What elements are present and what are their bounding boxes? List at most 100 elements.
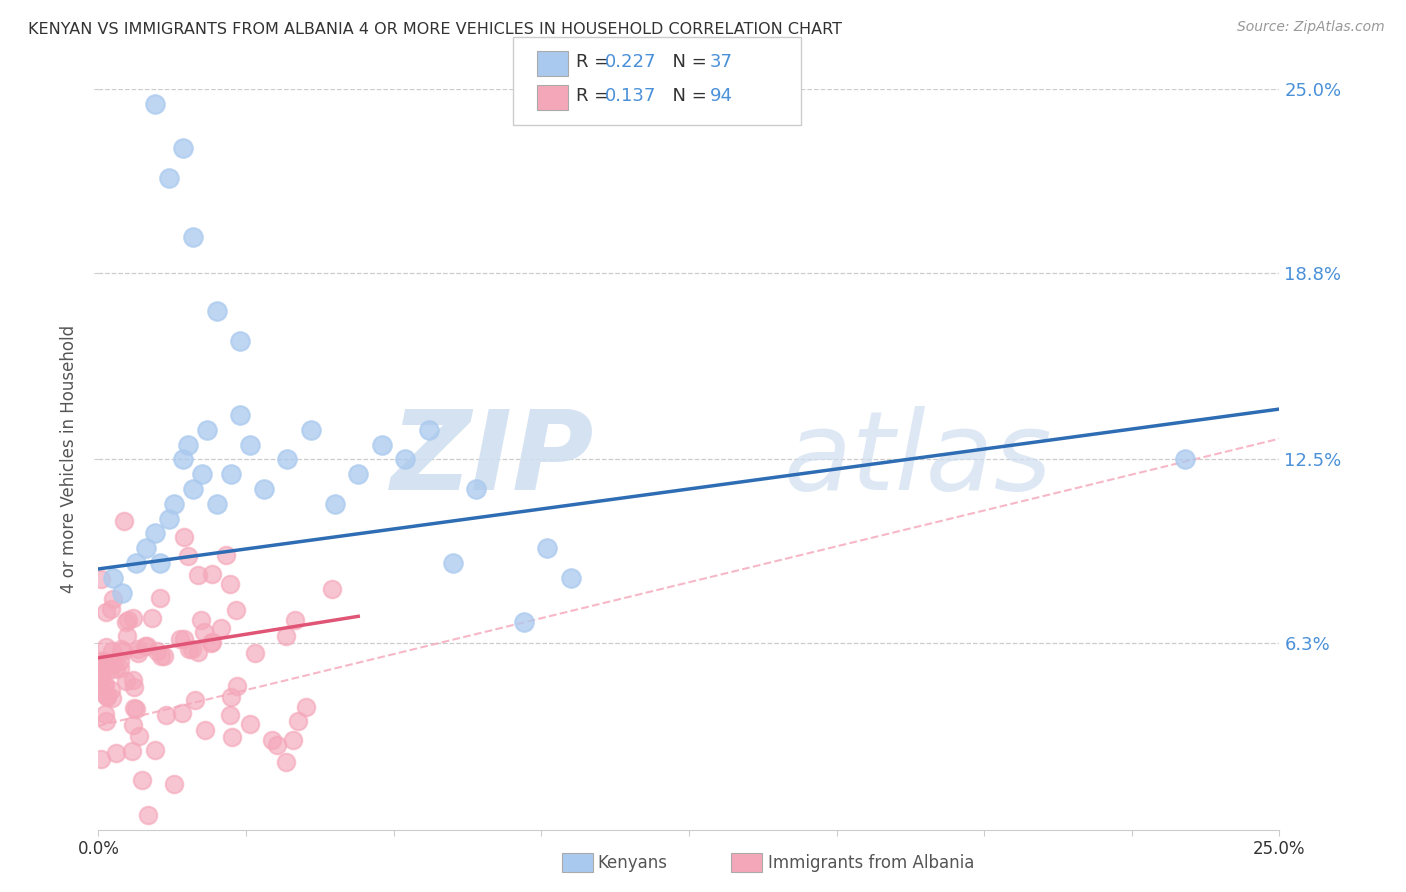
- Point: [294, 700, 316, 714]
- Point: [172, 452, 194, 467]
- Point: [1174, 452, 1197, 467]
- Point: [127, 642, 149, 657]
- Point: [243, 646, 266, 660]
- Point: [209, 621, 232, 635]
- Point: [172, 141, 194, 155]
- Text: Source: ZipAtlas.com: Source: ZipAtlas.com: [1237, 20, 1385, 34]
- Text: Kenyans: Kenyans: [598, 854, 668, 871]
- Point: [91, 664, 114, 678]
- Text: KENYAN VS IMMIGRANTS FROM ALBANIA 4 OR MORE VEHICLES IN HOUSEHOLD CORRELATION CH: KENYAN VS IMMIGRANTS FROM ALBANIA 4 OR M…: [28, 22, 842, 37]
- Point: [281, 732, 304, 747]
- Point: [94, 714, 117, 728]
- Point: [124, 702, 146, 716]
- Point: [90, 751, 112, 765]
- Point: [287, 714, 309, 728]
- Point: [145, 644, 167, 658]
- Point: [181, 482, 204, 496]
- Point: [194, 723, 217, 737]
- Point: [173, 632, 195, 646]
- Point: [122, 673, 145, 687]
- Point: [115, 615, 138, 629]
- Text: atlas: atlas: [783, 406, 1052, 513]
- Point: [190, 613, 212, 627]
- Text: 37: 37: [710, 54, 733, 71]
- Point: [110, 642, 132, 657]
- Point: [110, 661, 132, 675]
- Point: [134, 639, 156, 653]
- Point: [104, 747, 127, 761]
- Point: [127, 646, 149, 660]
- Point: [177, 549, 200, 564]
- Text: 0.137: 0.137: [605, 87, 657, 105]
- Point: [219, 576, 242, 591]
- Point: [101, 644, 124, 658]
- Point: [90, 654, 112, 668]
- Point: [229, 334, 252, 348]
- Point: [153, 648, 176, 663]
- Point: [101, 592, 124, 607]
- Point: [219, 467, 242, 482]
- Point: [94, 655, 117, 669]
- Point: [262, 733, 284, 747]
- Point: [135, 541, 157, 556]
- Point: [221, 731, 243, 745]
- Text: Immigrants from Albania: Immigrants from Albania: [768, 854, 974, 871]
- Text: ZIP: ZIP: [391, 406, 595, 513]
- Point: [90, 669, 112, 683]
- Point: [121, 718, 143, 732]
- Point: [299, 423, 322, 437]
- Y-axis label: 4 or more Vehicles in Household: 4 or more Vehicles in Household: [60, 326, 79, 593]
- Point: [90, 572, 112, 586]
- Point: [141, 611, 163, 625]
- Point: [143, 526, 166, 541]
- Point: [105, 662, 128, 676]
- Point: [149, 556, 172, 570]
- Text: R =: R =: [576, 54, 616, 71]
- Point: [226, 679, 249, 693]
- Point: [93, 679, 115, 693]
- Point: [187, 567, 209, 582]
- Point: [284, 613, 307, 627]
- Point: [193, 624, 215, 639]
- Point: [131, 773, 153, 788]
- Point: [215, 548, 238, 562]
- Point: [125, 556, 148, 570]
- Text: 94: 94: [710, 87, 733, 105]
- Point: [103, 656, 125, 670]
- Point: [239, 717, 262, 731]
- Point: [321, 582, 343, 597]
- Point: [201, 635, 224, 649]
- Point: [128, 729, 150, 743]
- Point: [96, 659, 118, 673]
- Point: [157, 511, 180, 525]
- Point: [536, 541, 558, 556]
- Point: [201, 567, 224, 582]
- Point: [179, 641, 201, 656]
- Point: [219, 690, 242, 705]
- Point: [149, 649, 172, 664]
- Point: [112, 644, 135, 658]
- Point: [94, 606, 117, 620]
- Point: [323, 497, 346, 511]
- Point: [155, 707, 177, 722]
- Point: [181, 642, 204, 657]
- Point: [219, 708, 242, 723]
- Point: [465, 482, 488, 496]
- Point: [191, 467, 214, 482]
- Point: [347, 467, 370, 482]
- Point: [143, 742, 166, 756]
- Point: [169, 632, 191, 646]
- Point: [100, 602, 122, 616]
- Point: [90, 671, 112, 685]
- Point: [114, 673, 136, 688]
- Point: [149, 591, 172, 605]
- Point: [91, 656, 114, 670]
- Point: [121, 743, 143, 757]
- Point: [266, 738, 288, 752]
- Point: [122, 611, 145, 625]
- Point: [108, 654, 131, 668]
- Text: 0.227: 0.227: [605, 54, 657, 71]
- Point: [184, 693, 207, 707]
- Point: [276, 452, 298, 467]
- Point: [98, 662, 121, 676]
